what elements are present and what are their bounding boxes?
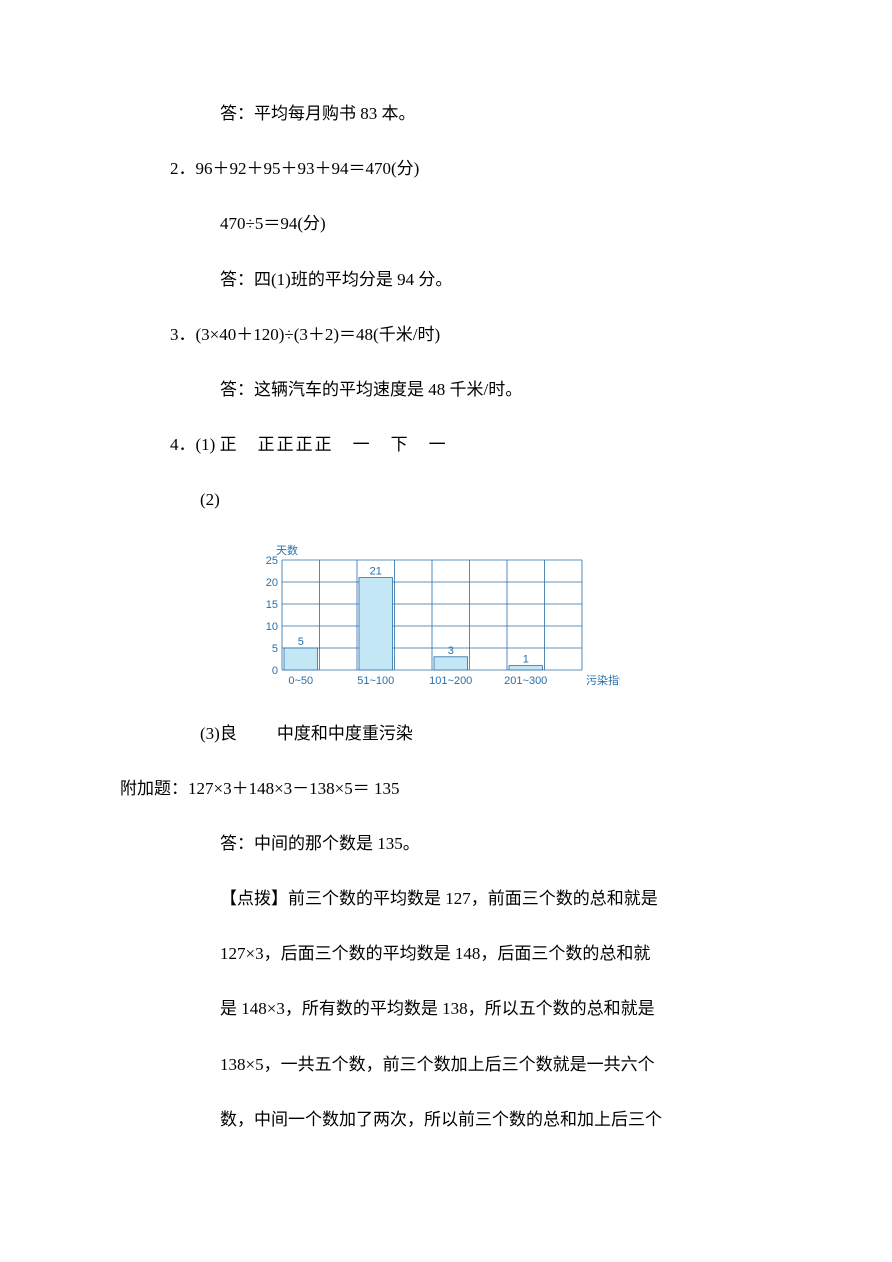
svg-text:101~200: 101~200	[429, 675, 472, 687]
extra-calc: 127×3＋148×3－138×5＝ 135	[188, 779, 400, 798]
svg-text:20: 20	[266, 577, 278, 589]
tip-l4: 138×5，一共五个数，前三个数加上后三个数就是一共六个	[120, 1051, 772, 1078]
svg-text:1: 1	[523, 653, 529, 665]
q2-ans: 答：四(1)班的平均分是 94 分。	[120, 266, 772, 293]
q4-p1: 4．(1) 正 正正正正 一 下 一	[120, 431, 772, 458]
svg-text:5: 5	[298, 636, 304, 648]
chart-svg: 天数25 20 15 10 5 0 5 0~50 21 51~100 3 101~200 1 201~30…	[240, 542, 620, 692]
svg-text:3: 3	[448, 644, 454, 656]
extra-row: 附加题：127×3＋148×3－138×5＝ 135	[120, 775, 772, 802]
svg-text:201~300: 201~300	[504, 675, 547, 687]
extra-label: 附加题：	[120, 779, 188, 798]
q4-p1-label: (1)	[196, 435, 216, 454]
svg-text:15: 15	[266, 599, 278, 611]
q2-row: 2．96＋92＋95＋93＋94＝470(分)	[120, 155, 772, 182]
q2-number: 2．	[170, 159, 196, 178]
svg-text:0: 0	[272, 665, 278, 677]
q3-ans: 答：这辆汽车的平均速度是 48 千米/时。	[120, 376, 772, 403]
q2-calc: 96＋92＋95＋93＋94＝470(分)	[196, 159, 420, 178]
answer1-conclusion: 答：平均每月购书 83 本。	[120, 100, 772, 127]
q3-row: 3．(3×40＋120)÷(3＋2)＝48(千米/时)	[120, 321, 772, 348]
tip-l1: 【点拨】前三个数的平均数是 127，前面三个数的总和就是	[120, 885, 772, 912]
svg-text:0~50: 0~50	[288, 675, 313, 687]
q4-p3-label: (3)	[200, 724, 220, 743]
pollution-chart: 天数25 20 15 10 5 0 5 0~50 21 51~100 3 101~200 1 201~30…	[240, 542, 772, 692]
svg-text:污染指数: 污染指数	[586, 673, 620, 687]
tip-l2: 127×3，后面三个数的平均数是 148，后面三个数的总和就	[120, 940, 772, 967]
svg-text:21: 21	[370, 565, 382, 577]
q4-tally: 正 正正正正 一 下 一	[220, 435, 448, 454]
q4-number: 4．	[170, 435, 196, 454]
tip-l1-text: 前三个数的平均数是 127，前面三个数的总和就是	[288, 889, 658, 908]
q4-p3: (3)良 中度和中度重污染	[120, 720, 772, 747]
svg-text:25: 25	[266, 555, 278, 567]
tip-label: 【点拨】	[220, 889, 288, 908]
q4-p3-a: 良	[220, 724, 237, 743]
q3-number: 3．	[170, 325, 196, 344]
svg-text:天数: 天数	[276, 544, 298, 557]
q4-p2-label: (2)	[120, 486, 772, 513]
svg-text:51~100: 51~100	[357, 675, 394, 687]
tip-l5: 数，中间一个数加了两次，所以前三个数的总和加上后三个	[120, 1106, 772, 1133]
extra-ans: 答：中间的那个数是 135。	[120, 830, 772, 857]
svg-text:5: 5	[272, 643, 278, 655]
q4-p3-b: 中度和中度重污染	[277, 724, 413, 743]
svg-text:10: 10	[266, 621, 278, 633]
q3-calc: (3×40＋120)÷(3＋2)＝48(千米/时)	[196, 325, 441, 344]
tip-l3: 是 148×3，所有数的平均数是 138，所以五个数的总和就是	[120, 995, 772, 1022]
q2-div: 470÷5＝94(分)	[120, 210, 772, 237]
